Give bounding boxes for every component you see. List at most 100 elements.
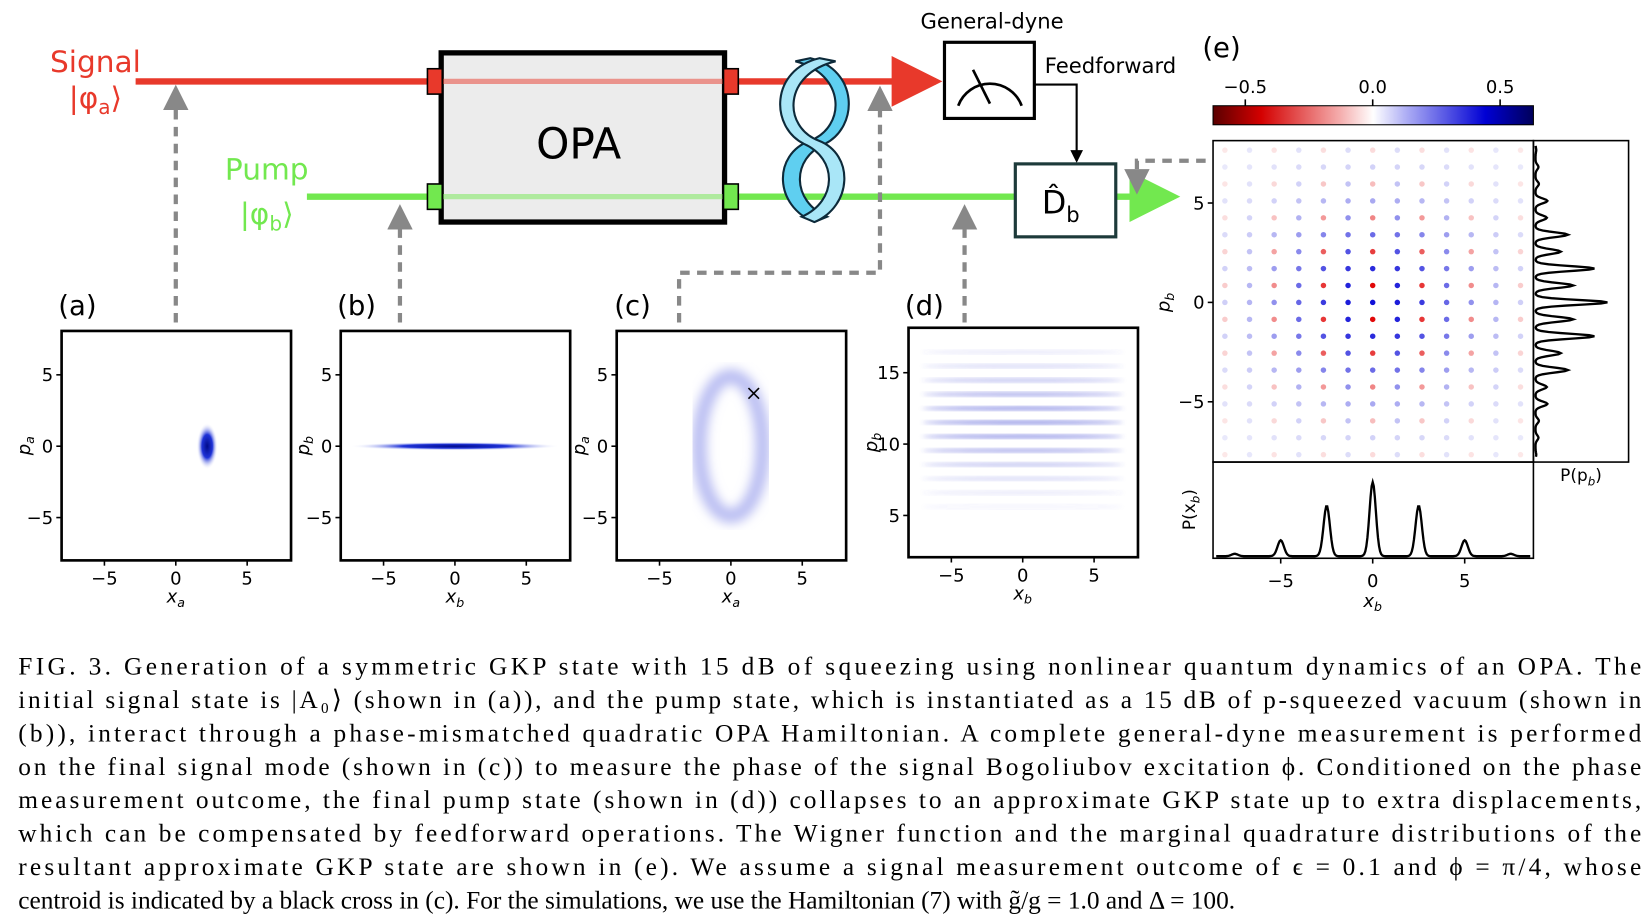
wigner-dot <box>1468 299 1474 306</box>
wigner-dot <box>1296 451 1302 458</box>
wigner-dot <box>1369 401 1376 407</box>
wigner-dot <box>1443 147 1450 153</box>
wigner-dot <box>1468 434 1474 441</box>
wigner-dot <box>1296 231 1302 238</box>
wigner-dot <box>1394 367 1401 373</box>
port <box>722 183 740 211</box>
wigner-dot <box>1394 181 1401 187</box>
wigner-dot <box>1443 316 1450 323</box>
wigner-dot <box>1320 299 1327 306</box>
wigner-dot <box>1246 401 1253 407</box>
y-tick-label: −5 <box>27 508 54 529</box>
y-tick-label: 5 <box>321 365 332 386</box>
subscript: b <box>1162 293 1177 301</box>
signal-label: Signal <box>50 45 141 79</box>
dashed-links <box>163 84 1206 323</box>
wigner-dot <box>1345 316 1351 323</box>
wigner-dot <box>1296 367 1302 373</box>
wigner-dot <box>1443 418 1450 424</box>
wigner-dot <box>1517 451 1524 458</box>
subscript: b <box>869 433 884 441</box>
wigner-dot <box>1468 198 1474 204</box>
wigner-dot <box>1271 299 1277 306</box>
wigner-dot <box>1419 231 1425 238</box>
wigner-dot <box>1246 198 1253 204</box>
wigner-dot <box>1369 384 1376 390</box>
wigner-dot <box>1246 434 1253 441</box>
label-part: x <box>721 587 733 608</box>
wigner-dot <box>1222 367 1228 373</box>
pump-label: Pump <box>225 153 309 187</box>
wigner-dot <box>1493 350 1499 356</box>
port <box>722 67 740 95</box>
wigner-dot <box>1419 215 1425 221</box>
displacement-box <box>1013 162 1118 239</box>
wigner-dot <box>1394 333 1401 339</box>
y-axis-label: pa <box>569 436 592 456</box>
wigner-dot <box>1493 299 1499 306</box>
displacement-label: D̂b <box>1042 184 1080 227</box>
stripe <box>922 391 1124 397</box>
wigner-dot <box>1443 215 1450 221</box>
wigner-dot <box>1222 299 1228 306</box>
wigner-dot <box>1345 350 1351 356</box>
ket-open: |φ <box>69 81 98 116</box>
label-part: x <box>445 587 457 608</box>
wigner-dot <box>1345 418 1351 424</box>
wigner-dot <box>1320 350 1327 356</box>
x-axis-label: xa <box>721 587 740 610</box>
wigner-dot <box>1419 316 1425 323</box>
wigner-dot <box>1394 265 1401 272</box>
wigner-dot <box>1246 248 1253 255</box>
stripe <box>922 363 1124 369</box>
wigner-dot <box>1271 333 1277 339</box>
marginal-x-curve <box>1216 477 1531 558</box>
feedforward-arrow <box>1034 83 1083 163</box>
wigner-dot <box>1271 282 1277 289</box>
wigner-dot <box>1493 198 1499 204</box>
panel-label: (c) <box>614 290 651 322</box>
stripe <box>922 406 1124 411</box>
wigner-dot <box>1246 147 1253 153</box>
y-tick-label: 15 <box>877 363 900 384</box>
wigner-dot <box>1419 181 1425 187</box>
y-tick-label: −5 <box>582 508 609 529</box>
operator: D̂ <box>1042 184 1066 222</box>
wigner-dot <box>1394 198 1401 204</box>
wigner-dot <box>1394 282 1401 289</box>
wigner-dot <box>1246 451 1253 458</box>
subscript: b <box>1024 592 1032 607</box>
wigner-dot <box>1468 367 1474 373</box>
y-tick-label: 0 <box>42 437 53 458</box>
wigner-dot <box>1345 282 1351 289</box>
wigner-dot <box>1369 333 1376 339</box>
x-tick-label: 0 <box>725 569 736 590</box>
stripe <box>922 504 1124 510</box>
wigner-dot <box>1320 384 1327 390</box>
wigner-dot <box>1517 434 1524 441</box>
wigner-dot <box>1394 434 1401 441</box>
wigner-dot <box>1419 401 1425 407</box>
wigner-dot <box>1246 316 1253 323</box>
wigner-dot <box>1222 434 1228 441</box>
marginal-p-label: P(pb) <box>1560 465 1602 488</box>
subscript: a <box>732 595 740 610</box>
x-tick-label: 5 <box>1088 566 1099 587</box>
y-axis-label: pb <box>1154 293 1177 313</box>
caption-line: initial signal state is |A₀⟩ (shown in (… <box>18 686 1641 714</box>
wigner-dot <box>1320 451 1327 458</box>
wigner-dot <box>1320 231 1327 238</box>
wigner-dot <box>1468 316 1474 323</box>
stripe <box>922 476 1124 481</box>
wigner-dot <box>1271 265 1277 272</box>
wigner-dot <box>1443 451 1450 458</box>
wigner-dot <box>1222 181 1228 187</box>
y-tick-label: 5 <box>889 506 900 527</box>
port <box>426 67 444 95</box>
subscript: b <box>1188 496 1202 504</box>
wigner-dot <box>1296 401 1302 407</box>
subscript: b <box>1374 599 1382 614</box>
